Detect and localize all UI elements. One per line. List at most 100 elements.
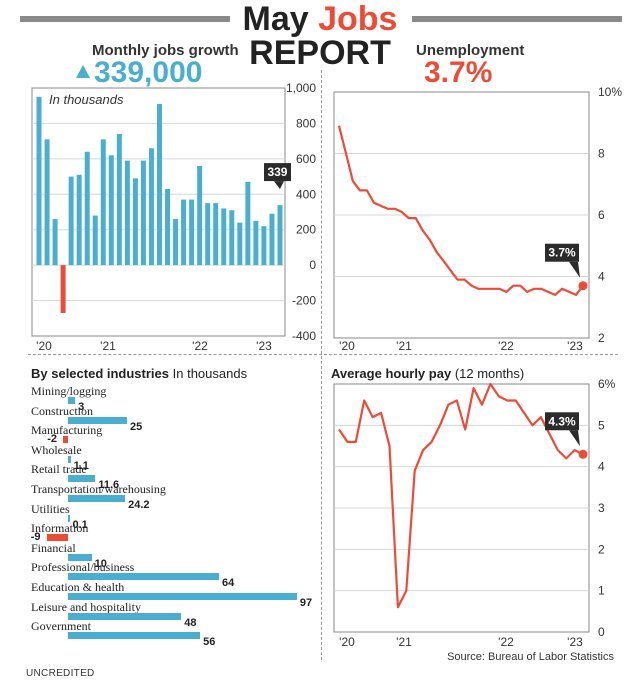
jobs-bar [44, 139, 50, 266]
jobs-bar [269, 213, 275, 266]
industries-subtitle: In thousands [172, 366, 248, 381]
industry-label: Construction [31, 403, 93, 418]
unemployment-y-tick-label: 6 [598, 208, 605, 222]
title-prefix: May [242, 0, 309, 38]
jobs-bar [205, 203, 211, 266]
jobs-bar [157, 103, 162, 266]
jobs-y-tick-label: 0 [309, 258, 316, 272]
hourly-pay-title-text: Average hourly pay [331, 366, 452, 381]
hourly-pay-callout-box [545, 412, 579, 431]
jobs-y-tick-label: -200 [292, 294, 316, 308]
industry-value-label: 97 [299, 597, 313, 609]
jobs-bar [60, 265, 66, 313]
industry-bar [68, 495, 126, 502]
jobs-bar [76, 174, 82, 266]
jobs-y-tick-label: 1,000 [286, 82, 316, 95]
hourly-pay-y-tick-label: 2 [598, 542, 605, 556]
unemployment-callout-box [545, 243, 579, 262]
jobs-bar [92, 215, 98, 266]
industry-label: Government [31, 619, 91, 634]
industry-label: Utilities [31, 501, 70, 516]
jobs-bar [237, 222, 243, 266]
industry-label: Transportation/warehousing [31, 482, 166, 496]
hourly-pay-y-tick-label: 3 [598, 501, 605, 515]
unemployment-x-tick-label: '23 [567, 339, 583, 353]
header-rule-left [20, 16, 230, 22]
industry-bar [68, 514, 70, 522]
title-line2: REPORT [249, 34, 391, 72]
hourly-pay-subtitle: (12 months) [454, 366, 525, 381]
jobs-y-tick-label: 200 [296, 223, 316, 237]
header-rule-right [412, 16, 622, 22]
industry-label: Education & health [31, 580, 125, 594]
jobs-bar [229, 210, 235, 266]
jobs-bar [116, 134, 122, 266]
industry-value-label: 24.2 [128, 499, 150, 511]
page-title: May Jobs REPORT [0, 2, 640, 70]
jobs-bar [221, 208, 227, 266]
jobs-x-tick-label: '21 [100, 339, 116, 353]
hourly-pay-y-tick-label: 1 [598, 584, 605, 598]
industry-label: Mining/logging [31, 384, 107, 398]
industry-bar [68, 593, 297, 600]
unemployment-y-tick-label: 10% [598, 85, 622, 99]
industry-value-label: 11.6 [98, 479, 120, 492]
industry-value-label: -2 [47, 433, 58, 446]
jobs-bar [277, 205, 283, 266]
unemployment-series-line [337, 125, 584, 296]
unemployment-value: 3.7% [424, 56, 493, 89]
unemployment-callout-pointer [569, 261, 580, 278]
unemployment-y-tick-label: 2 [598, 331, 605, 345]
industries-title: By selected industries In thousands [31, 366, 247, 381]
unemployment-x-tick-label: '21 [396, 339, 412, 353]
jobs-callout-pointer [273, 181, 284, 190]
jobs-bar [68, 176, 74, 266]
hourly-pay-callout-pointer [569, 430, 580, 447]
industry-bar [63, 436, 68, 444]
jobs-bar [124, 160, 130, 266]
jobs-bar [132, 178, 138, 266]
jobs-growth-value: 339,000 [76, 56, 202, 90]
industry-value-label: 10 [94, 557, 107, 570]
jobs-note: In thousands [49, 92, 124, 107]
jobs-y-tick-label: 600 [296, 152, 316, 166]
jobs-bar [165, 188, 171, 266]
industries-title-text: By selected industries [31, 366, 169, 381]
jobs-growth-number: 339,000 [94, 56, 203, 89]
industry-value-label: 64 [222, 577, 235, 590]
unemployment-x-tick-label: '22 [498, 339, 514, 353]
unemployment-chart: 10% 8 6 4 2 3.7% '20 '21 '22 '23 [333, 85, 622, 353]
industry-bar [68, 553, 92, 561]
jobs-y-tick-label: 400 [296, 187, 316, 201]
industry-label: Wholesale [31, 442, 82, 457]
jobs-bar [52, 219, 58, 266]
industry-bar [68, 397, 76, 404]
jobs-callout-box [263, 163, 291, 182]
up-arrow-icon [76, 65, 90, 78]
jobs-chart: 1,000 800 600 400 200 0 -200 -400 In thousands 33… [31, 82, 316, 353]
industry-bar [46, 534, 68, 542]
hourly-pay-callout-label: 4.3% [548, 414, 576, 428]
hourly-pay-x-tick-label: '20 [339, 635, 355, 649]
jobs-bar [189, 199, 195, 266]
jobs-x-tick-label: '20 [36, 339, 52, 353]
industry-label: Financial [31, 540, 76, 555]
jobs-y-tick-label: -400 [292, 329, 316, 343]
jobs-growth-label: Monthly jobs growth [92, 42, 239, 59]
hourly-pay-last-point [578, 449, 588, 459]
jobs-bar [261, 226, 267, 266]
hourly-pay-y-tick-label: 0 [598, 625, 605, 639]
jobs-bar [245, 181, 251, 266]
credit-note: UNCREDITED [26, 668, 95, 679]
jobs-bar [148, 148, 154, 266]
hourly-pay-x-tick-label: '22 [498, 635, 514, 649]
industry-bar [68, 612, 182, 620]
unemployment-y-tick-label: 8 [598, 147, 605, 161]
industry-label: Manufacturing [31, 423, 103, 438]
industry-bar [68, 573, 220, 581]
hourly-pay-y-tick-label: 6% [598, 378, 616, 391]
industry-label: Retail trade [31, 462, 87, 477]
hourly-pay-y-tick-label: 4 [598, 460, 605, 474]
industry-value-label: 56 [203, 636, 216, 649]
jobs-x-tick-label: '22 [192, 339, 208, 353]
